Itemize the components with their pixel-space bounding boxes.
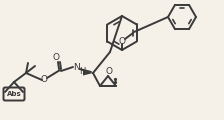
Text: O: O	[52, 54, 60, 63]
Text: H: H	[79, 67, 85, 77]
Text: O: O	[118, 36, 125, 45]
Text: N: N	[74, 63, 80, 72]
Polygon shape	[83, 71, 93, 75]
Text: Abs: Abs	[7, 91, 21, 97]
Text: O: O	[106, 66, 112, 75]
Text: O: O	[41, 75, 47, 84]
FancyBboxPatch shape	[4, 87, 24, 101]
